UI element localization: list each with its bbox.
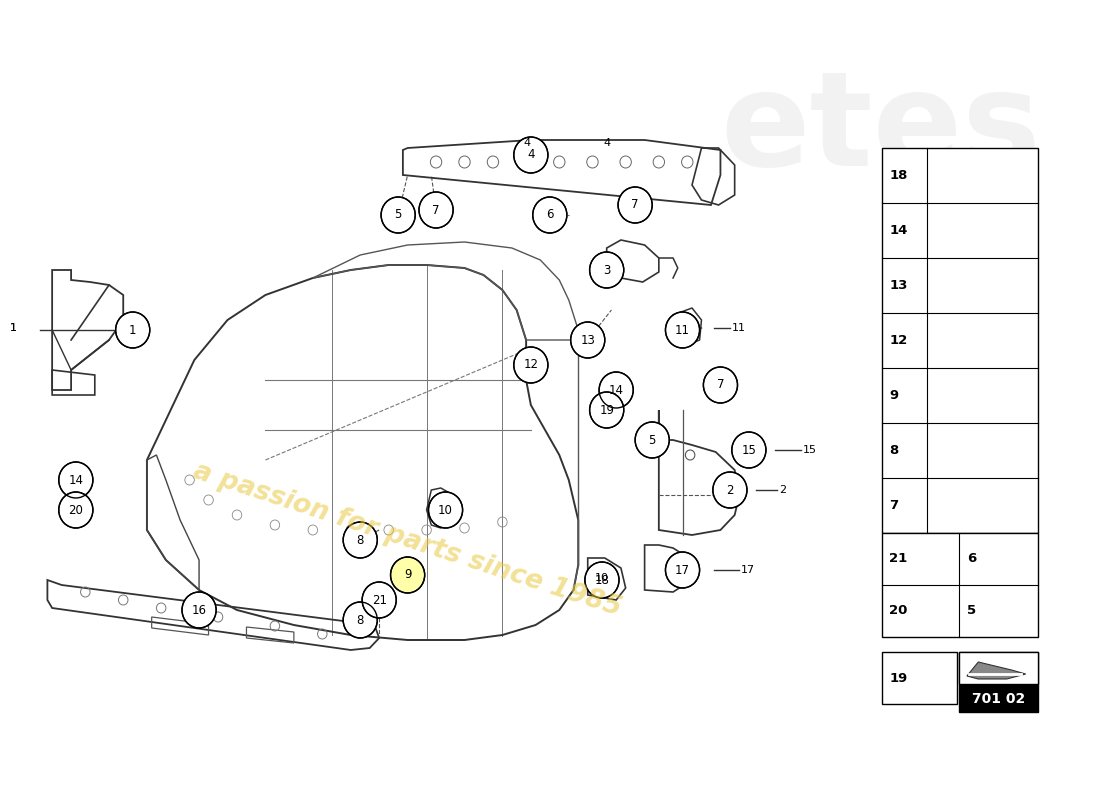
Circle shape [429, 492, 463, 528]
Text: 8: 8 [356, 534, 364, 546]
Text: 18: 18 [889, 169, 908, 182]
Text: 9: 9 [889, 389, 899, 402]
Circle shape [666, 312, 700, 348]
Text: 2: 2 [779, 485, 786, 495]
Text: 4: 4 [603, 138, 611, 148]
Circle shape [116, 312, 150, 348]
Circle shape [571, 322, 605, 358]
Circle shape [635, 422, 669, 458]
Circle shape [713, 472, 747, 508]
Circle shape [590, 252, 624, 288]
Circle shape [618, 187, 652, 223]
Text: 19: 19 [889, 671, 908, 685]
Text: 8: 8 [356, 614, 364, 626]
Text: 701 02: 701 02 [972, 692, 1025, 706]
Text: 1: 1 [10, 323, 16, 333]
Text: 20: 20 [68, 503, 84, 517]
Circle shape [514, 347, 548, 383]
Text: 15: 15 [803, 445, 817, 455]
Circle shape [182, 592, 216, 628]
Text: a passion for parts since 1985: a passion for parts since 1985 [190, 458, 625, 622]
Circle shape [666, 552, 700, 588]
Circle shape [514, 137, 548, 173]
Text: 1: 1 [10, 323, 16, 333]
Text: 4: 4 [527, 149, 535, 162]
Circle shape [585, 562, 619, 598]
Text: 2: 2 [726, 483, 734, 497]
Text: 12: 12 [524, 358, 538, 371]
Text: 7: 7 [432, 203, 440, 217]
Text: 12: 12 [889, 334, 908, 347]
Text: 14: 14 [889, 224, 908, 237]
Text: 11: 11 [732, 323, 746, 333]
Text: 6: 6 [546, 209, 553, 222]
Bar [959, 652, 1038, 712]
Circle shape [590, 392, 624, 428]
Circle shape [600, 372, 634, 408]
Text: 14: 14 [68, 474, 84, 486]
Circle shape [58, 492, 92, 528]
Text: 5: 5 [395, 209, 402, 222]
Circle shape [343, 602, 377, 638]
Text: 6: 6 [967, 553, 976, 566]
Circle shape [58, 462, 92, 498]
Text: 10: 10 [595, 573, 609, 583]
Bar [881, 652, 957, 704]
Text: 19: 19 [600, 403, 614, 417]
Bar [959, 652, 1038, 684]
Text: etes: etes [720, 66, 1042, 194]
Text: 14: 14 [608, 383, 624, 397]
Text: 20: 20 [889, 605, 908, 618]
Text: 18: 18 [594, 574, 609, 586]
Text: 11: 11 [675, 323, 690, 337]
Text: 5: 5 [967, 605, 976, 618]
Circle shape [703, 367, 737, 403]
Circle shape [532, 197, 566, 233]
Text: 9: 9 [404, 569, 411, 582]
Text: 21: 21 [372, 594, 387, 606]
Text: 13: 13 [889, 279, 908, 292]
Text: 8: 8 [889, 444, 899, 457]
Circle shape [419, 192, 453, 228]
Text: 5: 5 [649, 434, 656, 446]
Text: 3: 3 [603, 263, 611, 277]
Circle shape [381, 197, 415, 233]
Text: 7: 7 [631, 198, 639, 211]
Polygon shape [967, 662, 1025, 679]
Circle shape [362, 582, 396, 618]
Text: 1: 1 [129, 323, 136, 337]
Text: 4: 4 [524, 138, 530, 148]
Circle shape [343, 522, 377, 558]
Text: 15: 15 [741, 443, 757, 457]
Text: 16: 16 [191, 603, 207, 617]
Bar [881, 148, 1038, 533]
Text: 17: 17 [741, 565, 756, 575]
Text: 7: 7 [717, 378, 724, 391]
Text: 17: 17 [675, 563, 690, 577]
Text: 7: 7 [889, 499, 899, 512]
Text: 13: 13 [581, 334, 595, 346]
Bar [881, 533, 1038, 637]
Text: 21: 21 [889, 553, 908, 566]
Circle shape [732, 432, 766, 468]
Text: 10: 10 [438, 503, 453, 517]
Circle shape [390, 557, 425, 593]
